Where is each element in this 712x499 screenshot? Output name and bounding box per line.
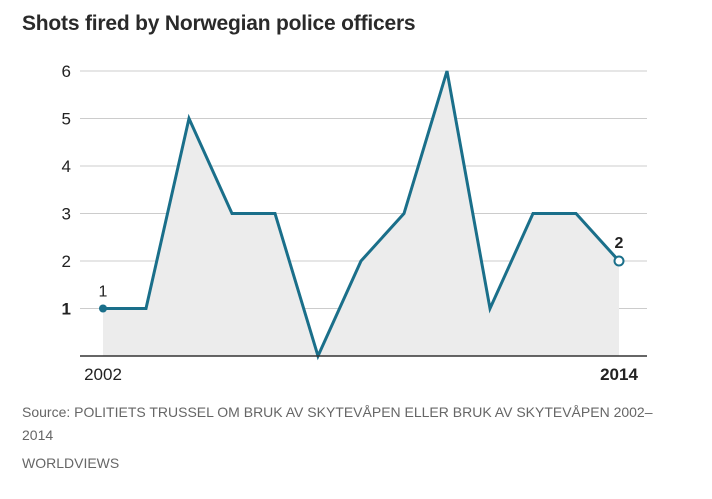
x-tick-label-start: 2002	[84, 365, 122, 384]
y-axis-ticks: 1 2 3 4 5 6	[62, 62, 71, 319]
y-tick-label: 1	[62, 300, 71, 319]
series-line	[103, 70, 621, 361]
x-tick-label-end: 2014	[600, 365, 638, 384]
y-tick-label: 2	[62, 252, 71, 271]
line-chart: 1 2 3 4 5 6 2002 2014 1 2	[62, 62, 647, 384]
y-tick-label: 6	[62, 62, 71, 81]
credit-label: WORLDVIEWS	[22, 455, 120, 471]
end-point-marker	[613, 255, 625, 267]
chart-title: Shots fired by Norwegian police officers	[22, 12, 416, 35]
source-note: Source: POLITIETS TRUSSEL OM BRUK AV SKY…	[22, 404, 653, 443]
start-point-label: 1	[99, 284, 108, 301]
y-tick-label: 4	[62, 157, 71, 176]
end-point-label: 2	[615, 235, 624, 252]
y-tick-label: 3	[62, 205, 71, 224]
y-tick-label: 5	[62, 110, 71, 129]
start-point-marker	[99, 304, 107, 313]
area-fill	[103, 71, 619, 356]
